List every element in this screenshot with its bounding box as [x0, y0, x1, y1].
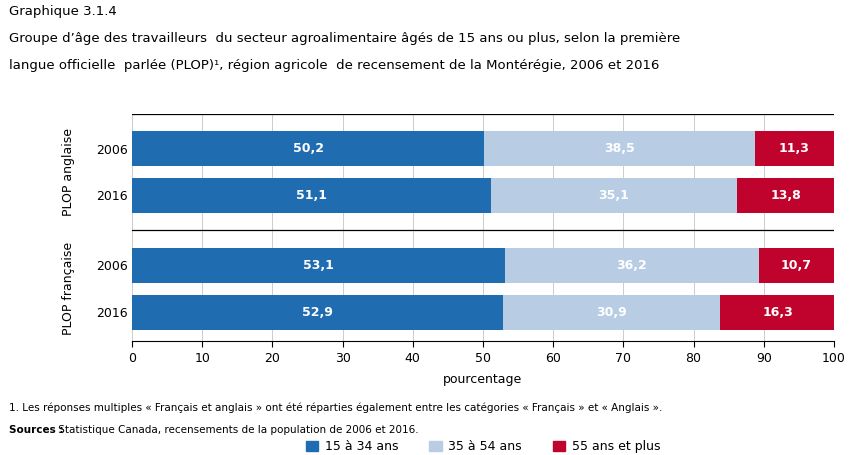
Bar	[132, 131, 484, 166]
Bar	[132, 248, 505, 283]
Text: 52,9: 52,9	[302, 306, 333, 318]
Text: 30,9: 30,9	[597, 306, 627, 318]
Text: 11,3: 11,3	[779, 142, 810, 155]
Bar	[503, 294, 720, 329]
Text: 50,2: 50,2	[293, 142, 323, 155]
Text: 10,7: 10,7	[781, 259, 812, 272]
Bar	[720, 294, 835, 329]
Bar	[755, 131, 834, 166]
Text: 36,2: 36,2	[616, 259, 647, 272]
Bar	[132, 294, 503, 329]
Text: 13,8: 13,8	[770, 189, 801, 202]
Text: 51,1: 51,1	[296, 189, 327, 202]
Bar	[132, 178, 491, 213]
Text: Graphique 3.1.4: Graphique 3.1.4	[9, 5, 117, 18]
Text: Statistique Canada, recensements de la population de 2006 et 2016.: Statistique Canada, recensements de la p…	[55, 425, 419, 435]
Legend: 15 à 34 ans, 35 à 54 ans, 55 ans et plus: 15 à 34 ans, 35 à 54 ans, 55 ans et plus	[306, 440, 660, 453]
X-axis label: pourcentage: pourcentage	[443, 373, 523, 386]
Text: langue officielle  parlée (PLOP)¹, région agricole  de recensement de la Montéré: langue officielle parlée (PLOP)¹, région…	[9, 59, 659, 72]
Bar	[484, 131, 755, 166]
Text: Groupe d’âge des travailleurs  du secteur agroalimentaire âgés de 15 ans ou plus: Groupe d’âge des travailleurs du secteur…	[9, 32, 680, 45]
Text: 38,5: 38,5	[604, 142, 635, 155]
Text: 35,1: 35,1	[598, 189, 630, 202]
Text: 1. Les réponses multiples « Français et anglais » ont été réparties également en: 1. Les réponses multiples « Français et …	[9, 403, 662, 413]
Text: 53,1: 53,1	[303, 259, 334, 272]
Bar	[737, 178, 834, 213]
Text: PLOP française: PLOP française	[62, 242, 75, 335]
Text: 16,3: 16,3	[762, 306, 793, 318]
Text: PLOP anglaise: PLOP anglaise	[62, 128, 75, 216]
Bar	[491, 178, 737, 213]
Bar	[505, 248, 759, 283]
Bar	[759, 248, 834, 283]
Text: Sources :: Sources :	[9, 425, 63, 435]
